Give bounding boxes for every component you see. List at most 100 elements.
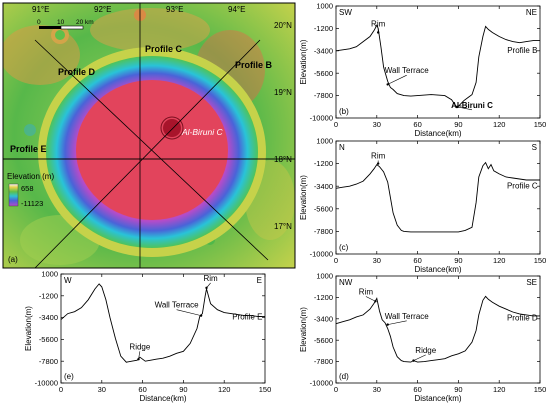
y-tick-label: 1000 [41, 270, 58, 279]
y-tick-label: -5600 [314, 204, 333, 213]
panel-label: (b) [339, 107, 349, 116]
y-tick-label: -10000 [310, 379, 333, 388]
y-tick-label: 1000 [316, 2, 333, 11]
x-tick-label: 0 [334, 120, 338, 129]
lon-label: 91°E [32, 5, 49, 14]
x-tick-label: 150 [534, 385, 547, 394]
x-tick-label: 30 [98, 385, 106, 394]
x-tick-label: 60 [413, 256, 421, 265]
y-tick-label: -10000 [310, 114, 333, 123]
x-tick-label: 90 [179, 385, 187, 394]
scale-tick: 20 km [76, 19, 94, 26]
plot-frame [60, 273, 266, 384]
y-axis-label: Elevation(m) [24, 306, 33, 351]
annotation-arrowhead [386, 323, 389, 326]
y-tick-label: -3400 [314, 182, 333, 191]
x-axis-label: Distance(km) [139, 394, 186, 403]
x-tick-label: 90 [454, 120, 462, 129]
annotation-label: Wall Terrace [385, 312, 430, 321]
annotation-label: Rim [371, 19, 386, 28]
annotation-label: Rim [203, 274, 218, 283]
x-tick-label: 120 [218, 385, 231, 394]
annotation-arrow [176, 309, 202, 316]
annotation-arrow [365, 296, 376, 302]
y-tick-label: 1000 [316, 137, 333, 146]
y-tick-label: -10000 [35, 379, 58, 388]
annotation-arrow [456, 106, 473, 111]
x-tick-label: 120 [493, 256, 506, 265]
y-tick-label: -7800 [314, 227, 333, 236]
annotation-label: Wall Terrace [385, 66, 430, 75]
y-tick-label: -1200 [314, 24, 333, 33]
map-profile-label: Profile C [145, 44, 183, 54]
x-axis-label: Distance(km) [414, 129, 461, 138]
annotation-label: Ridge [129, 342, 150, 351]
lat-label: 19°N [274, 88, 292, 97]
plot-frame [335, 140, 541, 255]
x-tick-label: 120 [493, 120, 506, 129]
panel-label: (c) [339, 243, 349, 252]
y-tick-label: -7800 [314, 357, 333, 366]
y-tick-label: -10000 [310, 250, 333, 259]
direction-left: SW [339, 8, 352, 17]
legend-title: Elevation (m) [7, 172, 54, 181]
plot-frame [335, 5, 541, 119]
y-tick-label: -5600 [314, 336, 333, 345]
panel-label: (e) [64, 372, 74, 381]
x-axis-label: Distance(km) [414, 394, 461, 403]
lat-label: 17°N [274, 222, 292, 231]
annotation-label: Rim [359, 287, 374, 296]
scale-tick: 10 [57, 19, 65, 26]
profile-c-chart: 0 30 60 90 120 150 1000 -1200 -3400 -5600 -7800 -10… [299, 137, 546, 274]
y-tick-label: -1200 [314, 159, 333, 168]
x-tick-label: 30 [373, 385, 381, 394]
x-tick-label: 60 [138, 385, 146, 394]
x-tick-label: 90 [454, 385, 462, 394]
y-tick-label: -3400 [314, 314, 333, 323]
panel-label: (d) [339, 372, 349, 381]
profile-b-chart: 0 30 60 90 120 150 1000 -1200 -3400 -5600 -7800 -10… [299, 2, 546, 138]
annotation-arrow [387, 74, 407, 85]
direction-right: E [257, 276, 262, 285]
y-tick-label: -3400 [39, 313, 58, 322]
y-tick-label: -1200 [314, 293, 333, 302]
x-tick-label: 150 [259, 385, 272, 394]
annotation-arrowhead [137, 358, 140, 361]
scale-bar: 0 10 20 km [37, 19, 94, 30]
annotation-label: Al-Biruni C [451, 101, 493, 110]
direction-left: N [339, 143, 345, 152]
annotation-label: Wall Terrace [155, 301, 200, 310]
x-tick-label: 150 [534, 120, 547, 129]
y-tick-label: -5600 [39, 335, 58, 344]
x-tick-label: 0 [59, 385, 63, 394]
lat-label: 20°N [274, 21, 292, 30]
lat-label: 18°N [274, 155, 292, 164]
scale-tick: 0 [37, 19, 41, 26]
annotation-arrow [413, 354, 426, 361]
y-tick-label: -3400 [314, 46, 333, 55]
profile-line [335, 161, 540, 233]
x-tick-label: 60 [413, 385, 421, 394]
profile-e-chart: 0 30 60 90 120 150 1000 -1200 -3400 -5600 -7800 -10… [24, 270, 271, 403]
x-tick-label: 90 [454, 256, 462, 265]
direction-right: S [532, 143, 537, 152]
direction-right: NE [526, 8, 537, 17]
profile-line [60, 283, 265, 363]
y-tick-label: -5600 [314, 69, 333, 78]
map-profile-label: Profile B [235, 60, 273, 70]
x-tick-label: 0 [334, 256, 338, 265]
annotation-arrowhead [386, 83, 389, 86]
annotation-arrow [138, 351, 141, 360]
x-axis-label: Distance(km) [414, 265, 461, 274]
direction-right: SE [526, 278, 537, 287]
y-axis-label: Elevation(m) [299, 307, 308, 352]
y-tick-label: 1000 [316, 272, 333, 281]
profile-label: Profile B [507, 46, 537, 55]
x-tick-label: 60 [413, 120, 421, 129]
lon-label: 94°E [228, 5, 245, 14]
direction-left: W [64, 276, 72, 285]
profile-label: Profile C [507, 181, 538, 190]
annotation-arrowhead [412, 359, 415, 362]
x-tick-label: 30 [373, 256, 381, 265]
